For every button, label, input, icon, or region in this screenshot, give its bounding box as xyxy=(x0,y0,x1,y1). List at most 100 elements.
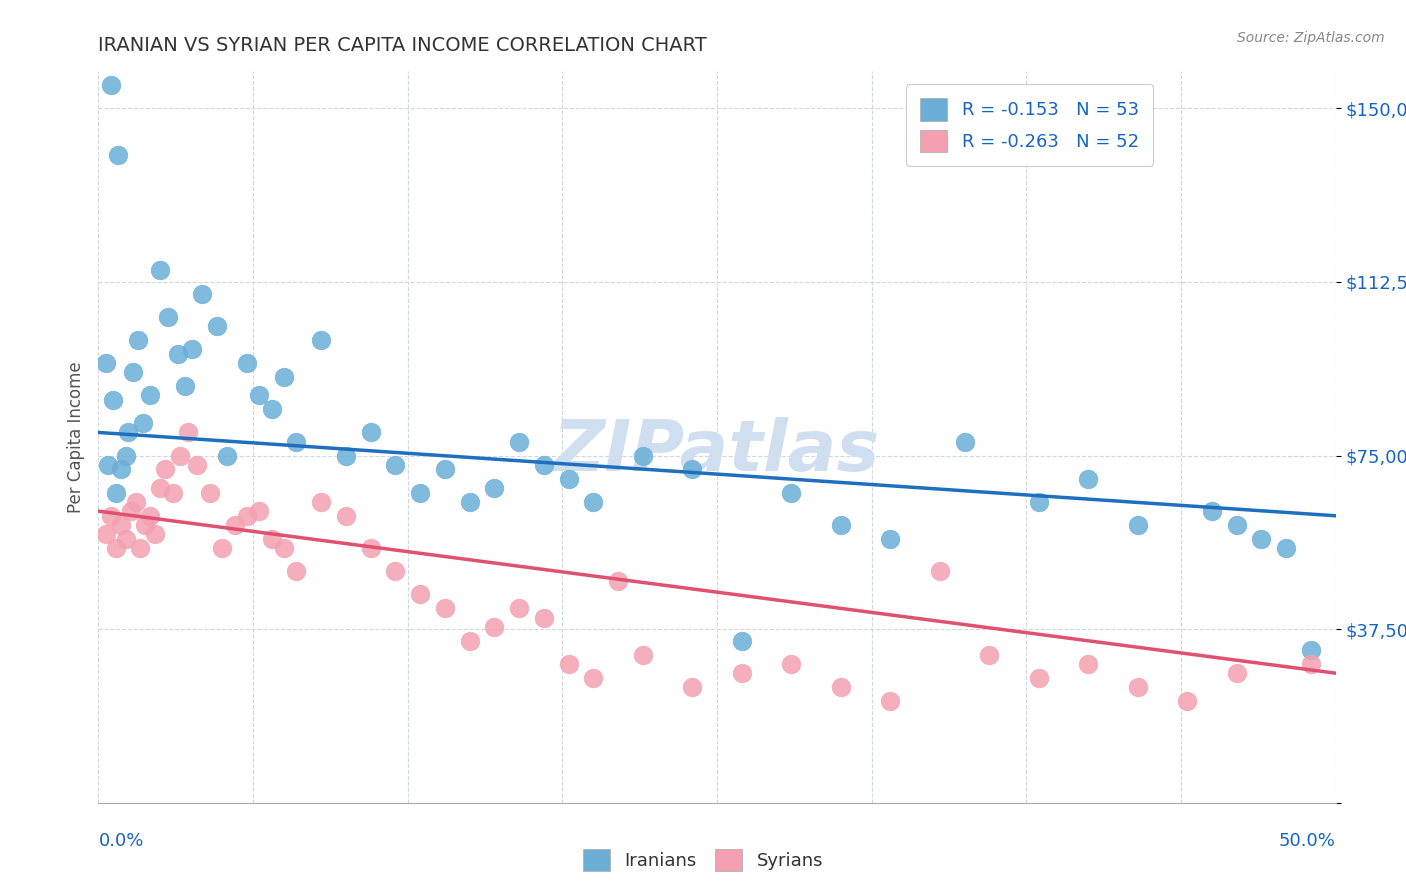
Point xyxy=(186,458,208,472)
Point xyxy=(174,379,197,393)
Point xyxy=(273,541,295,556)
Point xyxy=(104,541,127,556)
Point xyxy=(129,541,152,556)
Point xyxy=(211,541,233,556)
Point xyxy=(433,601,456,615)
Point xyxy=(100,508,122,523)
Point xyxy=(1126,518,1149,533)
Point xyxy=(149,481,172,495)
Point xyxy=(122,365,145,379)
Point xyxy=(1226,666,1249,681)
Point xyxy=(1275,541,1298,556)
Point xyxy=(484,620,506,634)
Point xyxy=(360,541,382,556)
Point xyxy=(120,504,142,518)
Point xyxy=(335,449,357,463)
Point xyxy=(681,680,703,694)
Point xyxy=(132,416,155,430)
Legend: R = -0.153   N = 53, R = -0.263   N = 52: R = -0.153 N = 53, R = -0.263 N = 52 xyxy=(905,84,1153,166)
Point xyxy=(236,508,259,523)
Point xyxy=(169,449,191,463)
Point xyxy=(114,532,136,546)
Point xyxy=(100,78,122,93)
Point xyxy=(533,458,555,472)
Y-axis label: Per Capita Income: Per Capita Income xyxy=(66,361,84,513)
Point xyxy=(433,462,456,476)
Point xyxy=(631,648,654,662)
Point xyxy=(247,388,270,402)
Point xyxy=(458,633,481,648)
Point xyxy=(557,472,579,486)
Point xyxy=(127,333,149,347)
Point xyxy=(97,458,120,472)
Point xyxy=(156,310,179,324)
Point xyxy=(1299,643,1322,657)
Text: ZIPatlas: ZIPatlas xyxy=(554,417,880,486)
Point xyxy=(176,425,198,440)
Text: Source: ZipAtlas.com: Source: ZipAtlas.com xyxy=(1237,31,1385,45)
Point xyxy=(94,527,117,541)
Point xyxy=(384,458,406,472)
Point xyxy=(508,601,530,615)
Point xyxy=(879,694,901,708)
Point xyxy=(309,495,332,509)
Point xyxy=(191,286,214,301)
Point xyxy=(335,508,357,523)
Point xyxy=(1201,504,1223,518)
Point xyxy=(1226,518,1249,533)
Point xyxy=(143,527,166,541)
Point xyxy=(224,518,246,533)
Point xyxy=(879,532,901,546)
Point xyxy=(285,565,308,579)
Point xyxy=(458,495,481,509)
Point xyxy=(508,434,530,449)
Point xyxy=(830,680,852,694)
Point xyxy=(273,370,295,384)
Legend: Iranians, Syrians: Iranians, Syrians xyxy=(576,842,830,879)
Point xyxy=(1077,657,1099,671)
Point xyxy=(247,504,270,518)
Point xyxy=(103,392,125,407)
Point xyxy=(114,449,136,463)
Point xyxy=(1028,671,1050,685)
Point xyxy=(236,356,259,370)
Point xyxy=(110,518,132,533)
Point xyxy=(731,633,754,648)
Point xyxy=(830,518,852,533)
Point xyxy=(1126,680,1149,694)
Point xyxy=(104,485,127,500)
Point xyxy=(110,462,132,476)
Point xyxy=(198,485,221,500)
Point xyxy=(1299,657,1322,671)
Point xyxy=(979,648,1001,662)
Point xyxy=(533,610,555,624)
Point xyxy=(953,434,976,449)
Point xyxy=(928,565,950,579)
Text: 50.0%: 50.0% xyxy=(1279,832,1336,850)
Point xyxy=(139,388,162,402)
Point xyxy=(134,518,156,533)
Point xyxy=(139,508,162,523)
Point xyxy=(205,318,228,333)
Point xyxy=(731,666,754,681)
Point xyxy=(1077,472,1099,486)
Point xyxy=(1250,532,1272,546)
Point xyxy=(1028,495,1050,509)
Point xyxy=(166,347,188,361)
Point xyxy=(260,532,283,546)
Text: 0.0%: 0.0% xyxy=(98,832,143,850)
Point xyxy=(384,565,406,579)
Point xyxy=(780,657,803,671)
Point xyxy=(557,657,579,671)
Point xyxy=(94,356,117,370)
Text: IRANIAN VS SYRIAN PER CAPITA INCOME CORRELATION CHART: IRANIAN VS SYRIAN PER CAPITA INCOME CORR… xyxy=(98,36,707,54)
Point xyxy=(309,333,332,347)
Point xyxy=(607,574,630,588)
Point xyxy=(181,342,204,356)
Point xyxy=(582,671,605,685)
Point xyxy=(1175,694,1198,708)
Point xyxy=(117,425,139,440)
Point xyxy=(780,485,803,500)
Point xyxy=(162,485,184,500)
Point xyxy=(582,495,605,509)
